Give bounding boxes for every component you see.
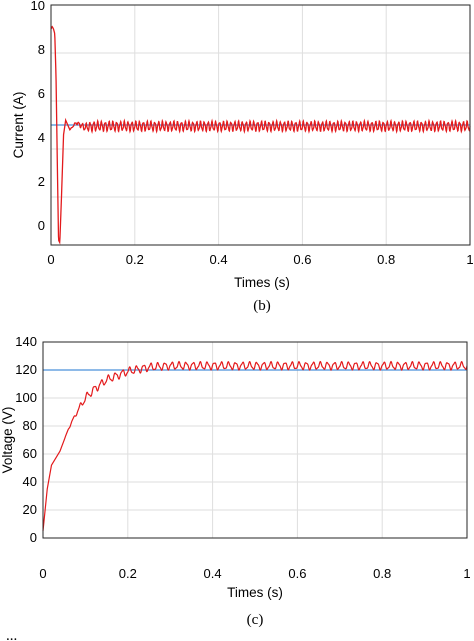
voltage-ytick: 140 [15,334,37,349]
current-panel-label: (b) [253,298,271,314]
voltage-chart: 0 20 40 60 80 100 120 140 0 0.2 0.4 0.6 … [0,334,471,628]
current-axes-frame [50,4,471,246]
current-response-line [50,25,471,245]
voltage-ytick: 40 [23,474,37,489]
current-xtick: 0.2 [126,252,144,267]
current-y-axis-label: Current (A) [11,92,26,159]
voltage-ytick: 120 [15,362,37,377]
voltage-xtick: 0.4 [204,566,222,581]
voltage-xtick: 0.8 [373,566,391,581]
voltage-y-axis-label: Voltage (V) [0,407,15,474]
voltage-xtick: 0 [39,566,46,581]
voltage-ytick: 20 [23,502,37,517]
voltage-xtick: 0.6 [288,566,306,581]
voltage-ytick: 60 [23,446,37,461]
voltage-plot-area [43,342,467,538]
voltage-axes-frame [42,341,468,539]
current-ytick: 8 [38,42,45,57]
current-xtick: 0.8 [377,252,395,267]
current-chart: 0 2 4 6 8 10 0 0.2 0.4 0.6 0.8 1 Times (… [11,0,474,314]
current-ytick: 4 [38,130,45,145]
current-x-axis-label: Times (s) [234,275,290,290]
voltage-ytick: 0 [30,530,37,545]
voltage-x-axis-label: Times (s) [227,585,283,600]
current-ytick: 6 [38,86,45,101]
voltage-ytick: 80 [23,418,37,433]
current-xtick: 1 [466,252,473,267]
current-xtick: 0 [47,252,54,267]
current-ytick: 2 [38,174,45,189]
current-ytick: 10 [31,0,45,13]
voltage-panel-label: (c) [247,612,264,628]
voltage-xtick: 0.2 [119,566,137,581]
current-xtick: 0.4 [210,252,228,267]
current-ytick: 0 [38,218,45,233]
caption-fragment: ... [6,628,17,641]
current-xtick: 0.6 [293,252,311,267]
voltage-response-line [42,360,468,532]
voltage-ytick: 100 [15,390,37,405]
voltage-xtick: 1 [463,566,470,581]
